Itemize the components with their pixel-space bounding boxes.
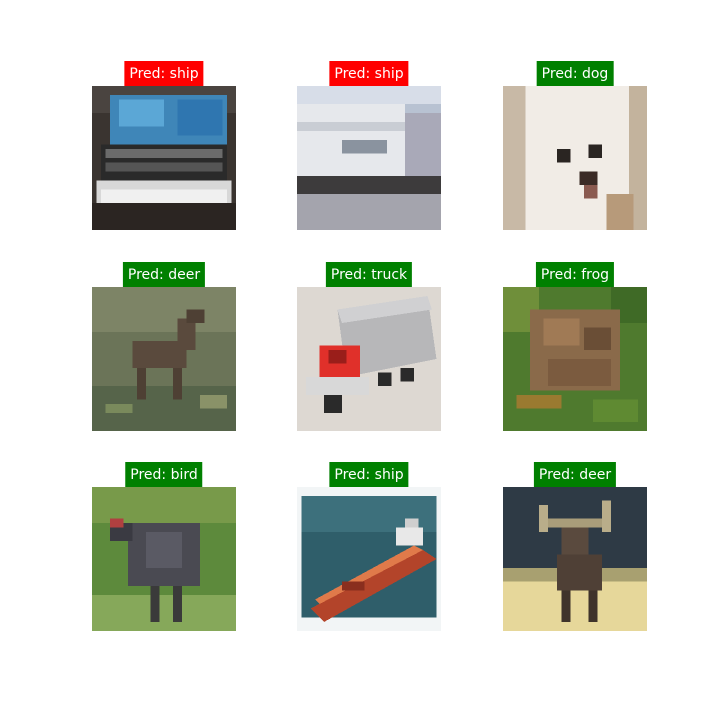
blue-truck-front-photo [92, 86, 236, 230]
prediction-label: Pred: frog [535, 262, 615, 287]
red-ship-on-water-photo [297, 487, 441, 631]
prediction-label: Pred: ship [329, 462, 409, 487]
white-trailer-side-photo [297, 86, 441, 230]
dark-bird-on-grass-photo [92, 487, 236, 631]
prediction-label: Pred: dog [536, 61, 614, 86]
prediction-label: Pred: deer [533, 462, 617, 487]
antlered-deer-photo [503, 487, 647, 631]
prediction-label: Pred: truck [325, 262, 413, 287]
white-dog-face-photo [503, 86, 647, 230]
prediction-label: Pred: ship [329, 61, 409, 86]
prediction-label: Pred: bird [125, 462, 203, 487]
prediction-label: Pred: ship [124, 61, 204, 86]
red-box-truck-photo [297, 287, 441, 431]
prediction-label: Pred: deer [122, 262, 206, 287]
deer-in-grass-photo [92, 287, 236, 431]
brown-frog-on-grass-photo [503, 287, 647, 431]
